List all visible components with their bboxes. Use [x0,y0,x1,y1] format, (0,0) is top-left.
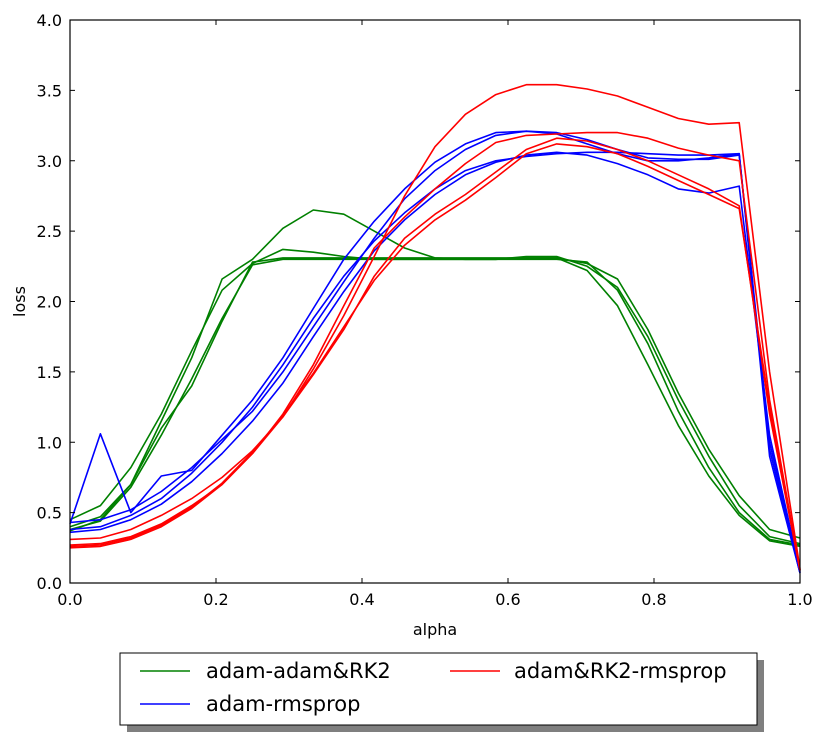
legend-label-adam-rk2-rmsprop: adam&RK2-rmsprop [514,659,727,683]
y-tick-label: 0.0 [37,574,62,593]
series-line-adam-adam-rk2-1 [69,248,801,539]
y-tick-label: 3.0 [37,152,62,171]
x-tick-label: 0.4 [349,590,374,609]
y-tick-label: 1.0 [37,433,62,452]
plot-frame [69,19,801,584]
legend-label-adam-adam-rk2: adam-adam&RK2 [206,659,391,683]
series-line-adam-adam-rk2-3 [69,258,801,546]
y-axis-ticks: 0.0 0.5 1.0 1.5 2.0 2.5 3.0 3.5 4.0 [37,11,800,593]
legend-box [119,652,758,726]
y-tick-label: 0.5 [37,504,62,523]
y-tick-label: 2.0 [37,293,62,312]
y-tick-label: 4.0 [37,11,62,30]
series-layer [69,83,801,574]
y-tick-label: 1.5 [37,363,62,382]
series-line-adam-rk2-rmsprop-12 [69,143,801,571]
x-tick-label: 1.0 [787,590,812,609]
series-line-adam-rmsprop-6 [69,151,801,574]
series-line-adam-rmsprop-8 [69,151,801,572]
x-tick-label: 0.8 [641,590,666,609]
y-axis-label: loss [10,286,29,317]
series-line-adam-rk2-rmsprop-11 [69,137,801,571]
series-line-adam-rmsprop-7 [69,130,801,574]
series-line-adam-rmsprop-5 [69,130,801,572]
series-line-adam-rk2-rmsprop-9 [69,83,801,570]
legend-label-adam-rmsprop: adam-rmsprop [206,692,360,716]
y-tick-label: 2.5 [37,222,62,241]
x-tick-label: 0.6 [495,590,520,609]
series-line-adam-rk2-rmsprop-10 [69,131,801,571]
series-line-adam-adam-rk2-4 [69,257,801,548]
x-axis-ticks: 0.0 0.2 0.4 0.6 0.8 1.0 [57,20,813,609]
x-tick-label: 0.0 [57,590,82,609]
x-axis-label: alpha [413,620,457,639]
y-tick-label: 3.5 [37,81,62,100]
legend: adam-adam&RK2 adam&RK2-rmsprop adam-rmsp… [119,652,764,732]
x-tick-label: 0.2 [203,590,228,609]
